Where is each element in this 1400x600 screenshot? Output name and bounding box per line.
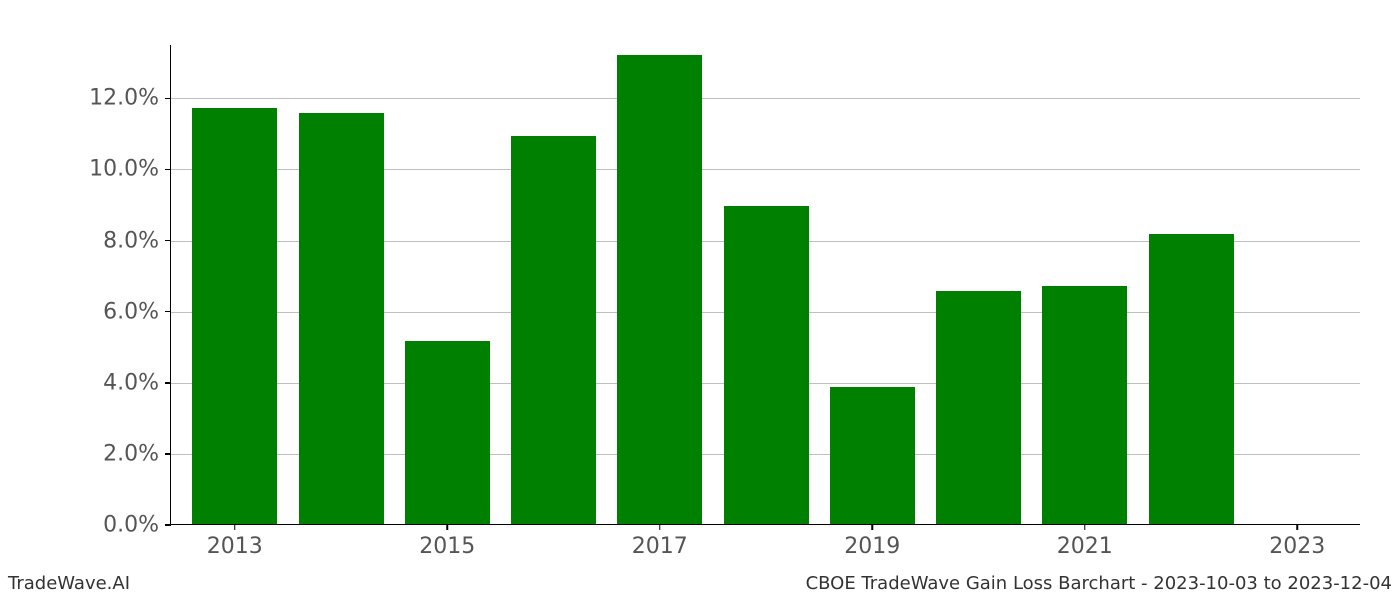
footer-left-label: TradeWave.AI	[8, 573, 130, 594]
bar	[830, 387, 915, 524]
y-tick-label: 10.0%	[89, 157, 171, 182]
x-tick-label: 2023	[1269, 524, 1325, 559]
y-tick-label: 2.0%	[103, 441, 171, 466]
x-tick-label: 2015	[419, 524, 475, 559]
bar	[936, 291, 1021, 524]
bar	[724, 206, 809, 524]
bar	[192, 108, 277, 524]
y-tick-label: 12.0%	[89, 86, 171, 111]
bar	[299, 113, 384, 524]
y-tick-label: 4.0%	[103, 370, 171, 395]
bar	[617, 55, 702, 524]
bar	[405, 341, 490, 524]
x-tick-label: 2013	[207, 524, 263, 559]
chart-container: 0.0%2.0%4.0%6.0%8.0%10.0%12.0%2013201520…	[170, 45, 1360, 525]
bar	[1042, 286, 1127, 524]
y-tick-label: 0.0%	[103, 513, 171, 538]
plot-area: 0.0%2.0%4.0%6.0%8.0%10.0%12.0%2013201520…	[170, 45, 1360, 525]
x-tick-label: 2021	[1057, 524, 1113, 559]
y-tick-label: 8.0%	[103, 228, 171, 253]
x-tick-label: 2019	[844, 524, 900, 559]
gridline	[171, 98, 1360, 99]
bar	[511, 136, 596, 524]
footer-right-label: CBOE TradeWave Gain Loss Barchart - 2023…	[806, 573, 1392, 594]
bar	[1149, 234, 1234, 524]
y-tick-label: 6.0%	[103, 299, 171, 324]
x-tick-label: 2017	[632, 524, 688, 559]
